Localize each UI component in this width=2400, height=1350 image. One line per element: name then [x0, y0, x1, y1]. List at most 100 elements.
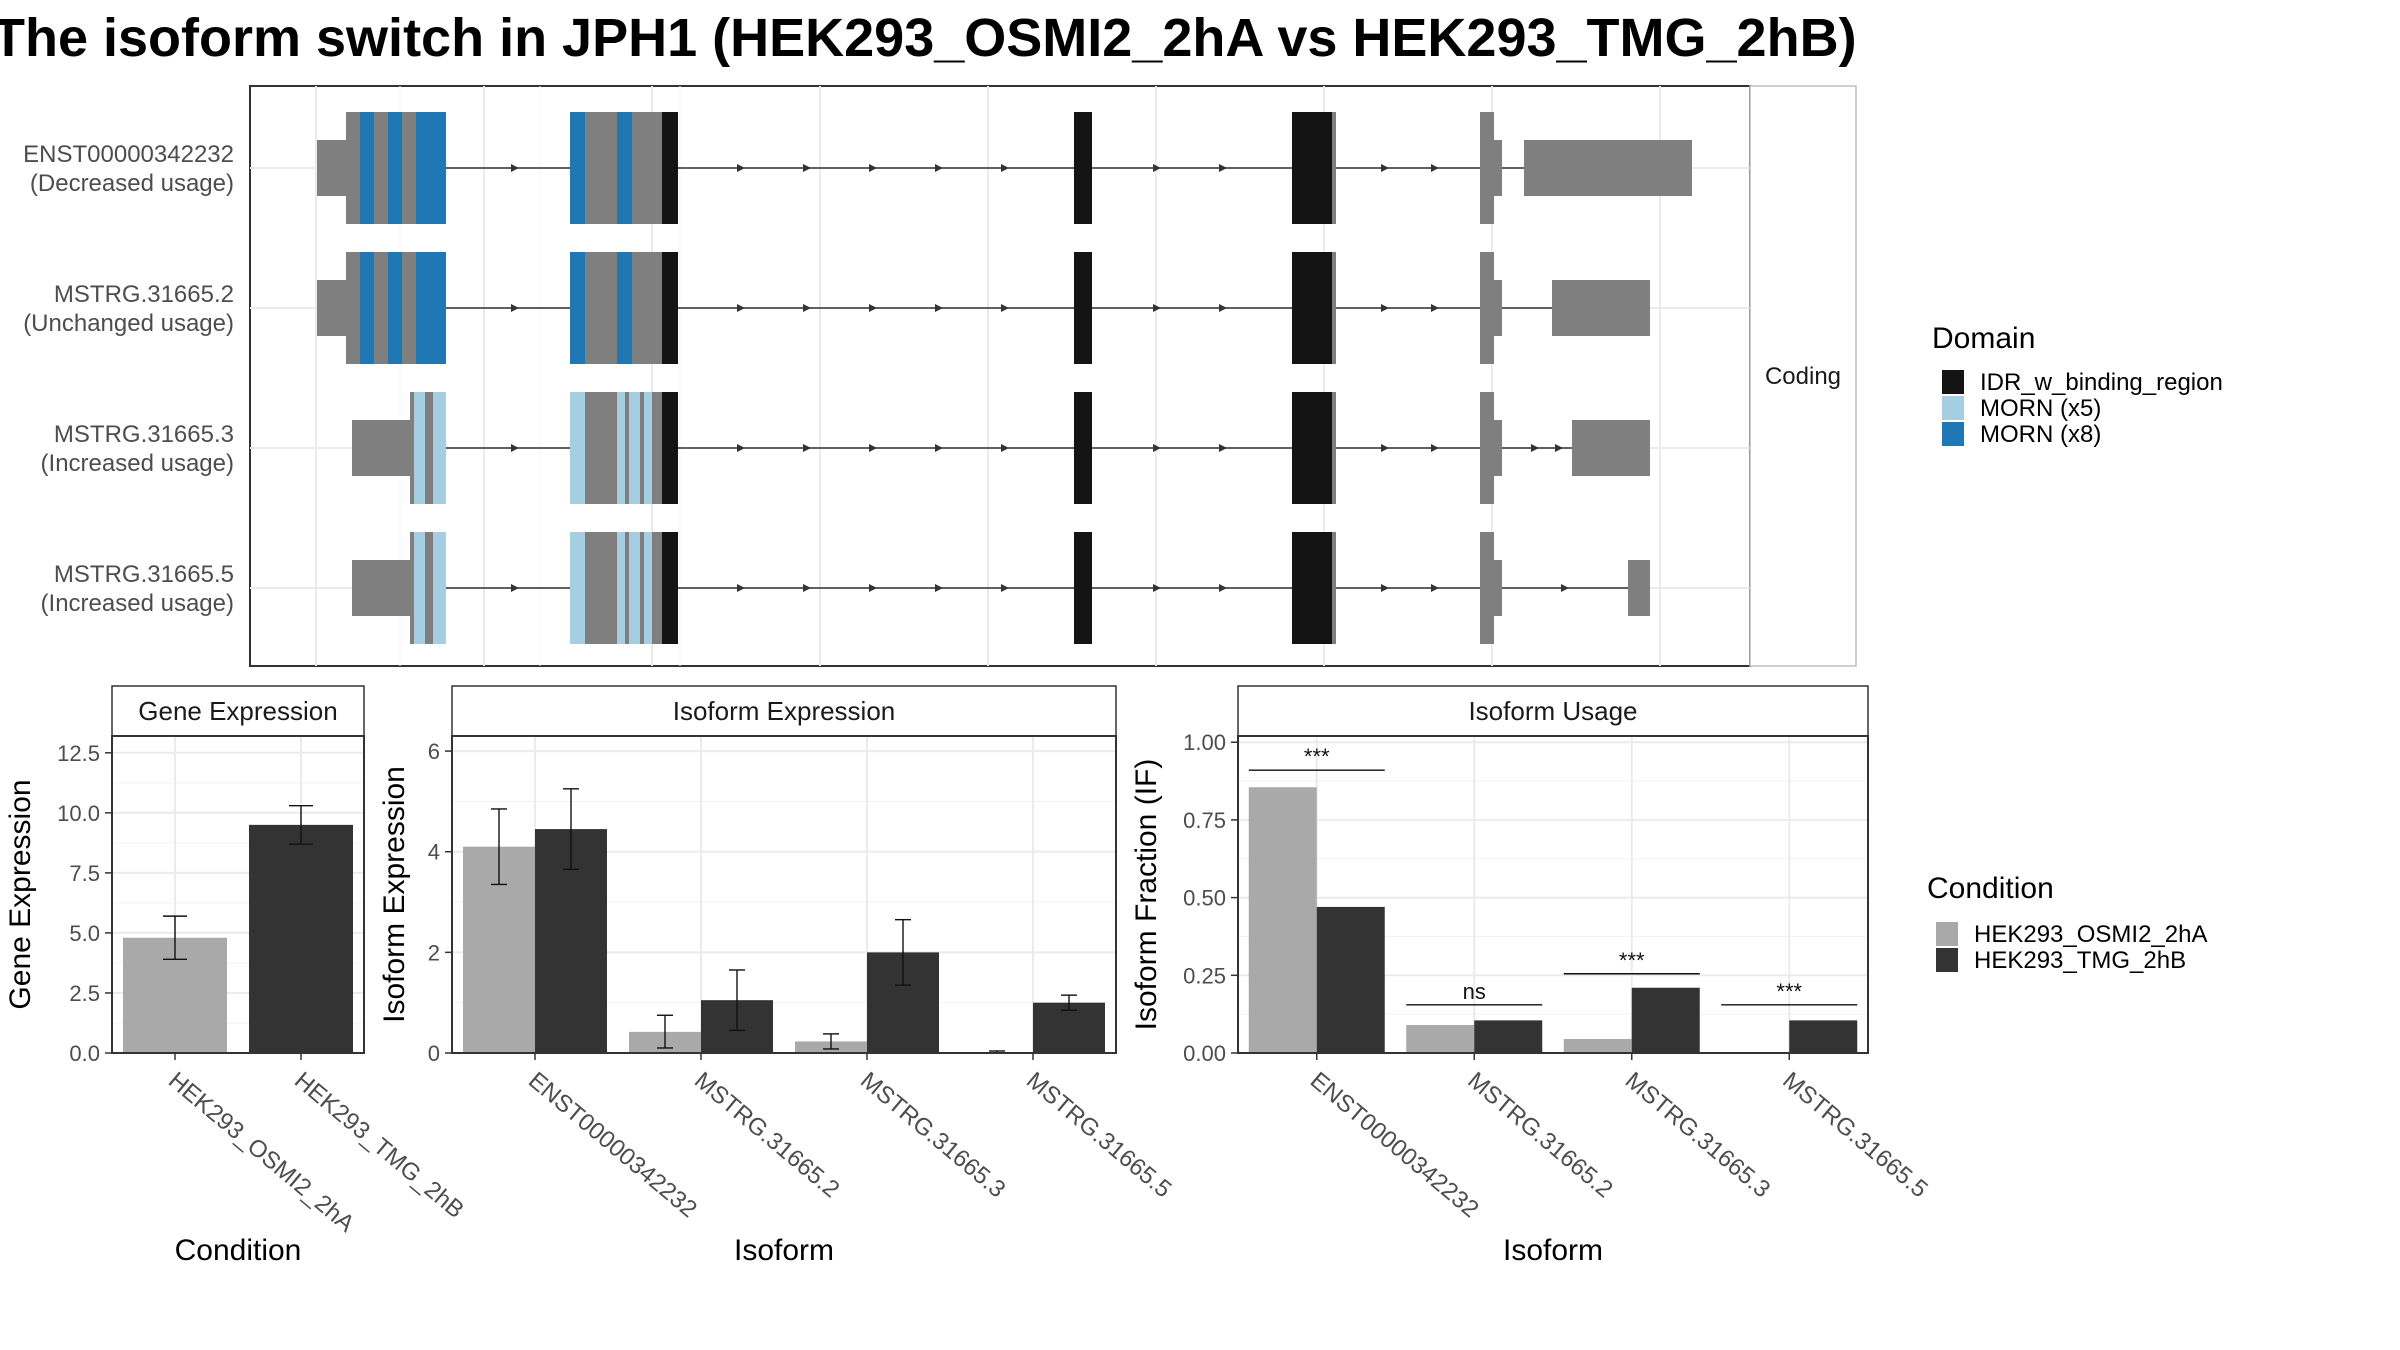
intron-direction-arrow: [1431, 304, 1439, 312]
x-tick-label: MSTRG.31665.5: [1777, 1067, 1932, 1203]
utr-segment: [1494, 420, 1502, 476]
bar: [1248, 787, 1317, 1053]
intron-direction-arrow: [1153, 584, 1161, 592]
cds-segment: [625, 392, 629, 504]
x-tick-label: ENST00000342232: [523, 1067, 702, 1223]
x-tick-label: MSTRG.31665.5: [1021, 1067, 1176, 1203]
isoform-label: MSTRG.31665.5: [54, 561, 234, 588]
legend-swatch: [1942, 370, 1964, 394]
cds-segment: [640, 532, 644, 644]
cds-segment: [374, 112, 388, 224]
legend-label: MORN (x5): [1980, 395, 2101, 422]
intron-direction-arrow: [737, 444, 745, 452]
utr-segment: [1494, 560, 1502, 616]
significance-label: ***: [1304, 744, 1330, 769]
legend-label: HEK293_OSMI2_2hA: [1974, 921, 2207, 948]
isoform-usage-label: (Unchanged usage): [23, 310, 234, 337]
cds-segment: [402, 252, 416, 364]
bar: [1789, 1020, 1858, 1053]
intron-direction-arrow: [511, 444, 519, 452]
x-tick-label: ENST00000342232: [1305, 1067, 1484, 1223]
y-tick-label: 1.00: [1183, 730, 1226, 755]
y-tick-label: 12.5: [57, 741, 100, 766]
cds-segment: [625, 532, 629, 644]
utr-segment: [352, 420, 412, 476]
utr-segment: [1628, 560, 1650, 616]
isoform-usage-label: (Increased usage): [41, 590, 234, 617]
cds-segment: [652, 392, 662, 504]
x-tick-label: MSTRG.31665.3: [855, 1067, 1010, 1203]
legend-swatch: [1942, 396, 1964, 420]
y-tick-label: 0.00: [1183, 1041, 1226, 1066]
bar: [1563, 1039, 1632, 1053]
legend-swatch: [1942, 422, 1964, 446]
cds-segment: [346, 112, 446, 224]
panel-border: [111, 735, 365, 1054]
cds-segment: [425, 532, 433, 644]
y-axis-title: Isoform Fraction (IF): [1130, 759, 1163, 1031]
cds-segment: [1480, 112, 1494, 224]
legend-label: IDR_w_binding_region: [1980, 369, 2223, 396]
intron-direction-arrow: [737, 304, 745, 312]
intron-direction-arrow: [803, 164, 811, 172]
cds-segment: [425, 392, 433, 504]
cds-segment: [346, 252, 446, 364]
utr-segment: [352, 560, 412, 616]
y-tick-label: 10.0: [57, 801, 100, 826]
intron-direction-arrow: [869, 164, 877, 172]
intron-direction-arrow: [1431, 444, 1439, 452]
transcript-labels: ENST00000342232(Decreased usage) MSTRG.31…: [23, 141, 234, 617]
isoform-label: MSTRG.31665.3: [54, 421, 234, 448]
intron-direction-arrow: [1381, 584, 1389, 592]
figure-title: The isoform switch in JPH1 (HEK293_OSMI2…: [0, 8, 1857, 68]
strip-label-coding: Coding: [1765, 363, 1841, 390]
intron-direction-arrow: [869, 444, 877, 452]
y-tick-label: 5.0: [69, 921, 100, 946]
intron-direction-arrow: [1219, 304, 1227, 312]
isoform-usage-label: (Decreased usage): [30, 170, 234, 197]
panel-border: [451, 735, 1117, 1054]
intron-direction-arrow: [1001, 584, 1009, 592]
y-tick-label: 0.75: [1183, 808, 1226, 833]
significance-label: ***: [1619, 948, 1645, 973]
bar: [1474, 1020, 1543, 1053]
structure-panel: ENST00000342232(Decreased usage) MSTRG.31…: [23, 85, 1857, 667]
significance-label: ns: [1463, 979, 1486, 1004]
intron-direction-arrow: [1219, 164, 1227, 172]
cds-segment: [662, 392, 678, 504]
legend-swatch: [1936, 922, 1958, 946]
intron-direction-arrow: [1153, 304, 1161, 312]
isoform-usage-label: (Increased usage): [41, 450, 234, 477]
y-tick-label: 4: [428, 840, 440, 865]
cds-segment: [402, 112, 416, 224]
x-axis-title: Isoform: [1503, 1234, 1603, 1267]
intron-direction-arrow: [1381, 444, 1389, 452]
intron-direction-arrow: [1381, 304, 1389, 312]
intron-direction-arrow: [1001, 164, 1009, 172]
bar: [1631, 987, 1700, 1053]
bar: [1406, 1025, 1475, 1053]
cds-segment: [1332, 112, 1336, 224]
intron-direction-arrow: [869, 304, 877, 312]
cds-segment: [1292, 252, 1334, 364]
cds-segment: [662, 532, 678, 644]
significance-label: ***: [1776, 979, 1802, 1004]
y-tick-label: 2.5: [69, 981, 100, 1006]
utr-segment: [317, 140, 347, 196]
intron-direction-arrow: [1431, 584, 1439, 592]
y-axis-title: Gene Expression: [4, 779, 37, 1009]
intron-direction-arrow: [1381, 164, 1389, 172]
intron-direction-arrow: [803, 584, 811, 592]
intron-direction-arrow: [1219, 444, 1227, 452]
intron-direction-arrow: [869, 584, 877, 592]
intron-direction-arrow: [1153, 444, 1161, 452]
legend-label: HEK293_TMG_2hB: [1974, 947, 2186, 974]
y-tick-label: 6: [428, 739, 440, 764]
y-tick-label: 0.50: [1183, 886, 1226, 911]
intron-direction-arrow: [935, 444, 943, 452]
cds-segment: [410, 532, 414, 644]
cds-segment: [1074, 532, 1092, 644]
cds-segment: [662, 252, 678, 364]
isoform-label: ENST00000342232: [23, 141, 234, 168]
intron-direction-arrow: [1531, 444, 1539, 452]
